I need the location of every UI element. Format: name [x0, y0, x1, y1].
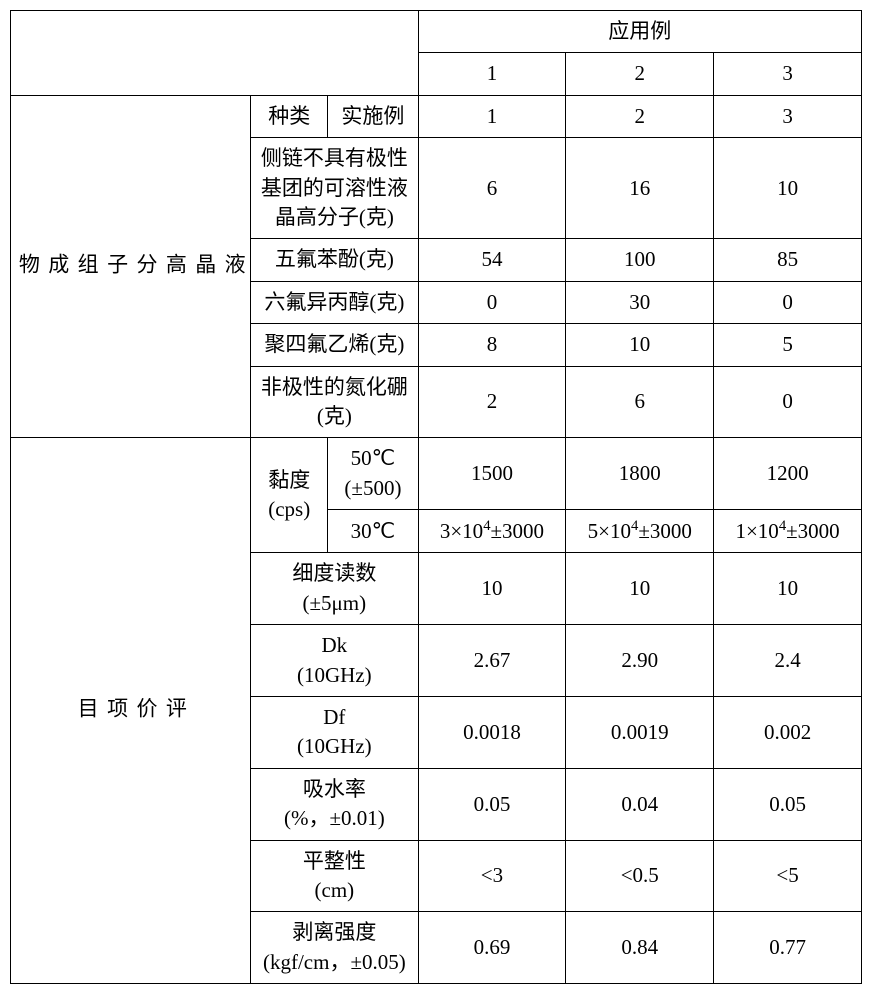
- s2-r4-v0: <3: [418, 840, 566, 912]
- s1-r2-v2: 85: [714, 239, 862, 281]
- s1-r0-v2: 3: [714, 95, 862, 137]
- col-header-1: 1: [418, 53, 566, 95]
- visc-label: 黏度(cps): [251, 438, 328, 553]
- s1-r3-v2: 0: [714, 281, 862, 323]
- visc-r1-v2: 1200: [714, 438, 862, 510]
- s2-r4-v1: <0.5: [566, 840, 714, 912]
- s1-r5-v1: 6: [566, 366, 714, 438]
- s1-r4-v1: 10: [566, 324, 714, 366]
- s2-r2-label: Df(10GHz): [251, 697, 418, 769]
- s1-r5-label: 非极性的氮化硼(克): [251, 366, 418, 438]
- s1-r2-v0: 54: [418, 239, 566, 281]
- s1-r4-label: 聚四氟乙烯(克): [251, 324, 418, 366]
- s2-r1-v0: 2.67: [418, 625, 566, 697]
- s2-r0-v0: 10: [418, 553, 566, 625]
- s1-r1-label: 侧链不具有极性基团的可溶性液晶高分子(克): [251, 138, 418, 239]
- s1-r3-v1: 30: [566, 281, 714, 323]
- section1-title: 液晶高分子组成物: [11, 95, 251, 438]
- s1-r4-v0: 8: [418, 324, 566, 366]
- header-row-1: 应用例: [11, 11, 862, 53]
- s2-r3-v0: 0.05: [418, 768, 566, 840]
- empty-header: [11, 11, 419, 96]
- header-main: 应用例: [418, 11, 861, 53]
- s2-r4-label: 平整性(cm): [251, 840, 418, 912]
- s2-r1-v2: 2.4: [714, 625, 862, 697]
- s1-r0-l1: 种类: [251, 95, 328, 137]
- s2-r0-label: 细度读数(±5μm): [251, 553, 418, 625]
- visc-r2-v2: 1×104±3000: [714, 510, 862, 553]
- s2-r5-v1: 0.84: [566, 912, 714, 984]
- visc-r1-cond: 50℃(±500): [328, 438, 418, 510]
- s2-r4-v2: <5: [714, 840, 862, 912]
- s1-r2-label: 五氟苯酚(克): [251, 239, 418, 281]
- s2-r0-v1: 10: [566, 553, 714, 625]
- s2-r1-label: Dk(10GHz): [251, 625, 418, 697]
- s2-r2-v0: 0.0018: [418, 697, 566, 769]
- s1-r2-v1: 100: [566, 239, 714, 281]
- col-header-2: 2: [566, 53, 714, 95]
- visc-r2-cond: 30℃: [328, 510, 418, 553]
- col-header-3: 3: [714, 53, 862, 95]
- s1-r0-l2: 实施例: [328, 95, 418, 137]
- visc-r1-v1: 1800: [566, 438, 714, 510]
- section2-title: 评价项目: [11, 438, 251, 984]
- data-table: 应用例 1 2 3 液晶高分子组成物 种类 实施例 1 2 3 侧链不具有极性基…: [10, 10, 862, 984]
- s1-r0-v1: 2: [566, 95, 714, 137]
- s1-r1-v1: 16: [566, 138, 714, 239]
- s2-r0-v2: 10: [714, 553, 862, 625]
- visc-r2-v1: 5×104±3000: [566, 510, 714, 553]
- s2-r5-v2: 0.77: [714, 912, 862, 984]
- s2-visc-r1: 评价项目 黏度(cps) 50℃(±500) 1500 1800 1200: [11, 438, 862, 510]
- s2-r3-label: 吸水率(%，±0.01): [251, 768, 418, 840]
- s2-r1-v1: 2.90: [566, 625, 714, 697]
- s2-r5-label: 剥离强度(kgf/cm，±0.05): [251, 912, 418, 984]
- s1-r4-v2: 5: [714, 324, 862, 366]
- s1-r3-label: 六氟异丙醇(克): [251, 281, 418, 323]
- visc-r2-v0: 3×104±3000: [418, 510, 566, 553]
- s1-r1-v2: 10: [714, 138, 862, 239]
- s2-r2-v2: 0.002: [714, 697, 862, 769]
- s1-r0-v0: 1: [418, 95, 566, 137]
- visc-r1-v0: 1500: [418, 438, 566, 510]
- s1-row-0: 液晶高分子组成物 种类 实施例 1 2 3: [11, 95, 862, 137]
- s1-r5-v0: 2: [418, 366, 566, 438]
- s2-r3-v2: 0.05: [714, 768, 862, 840]
- s2-r5-v0: 0.69: [418, 912, 566, 984]
- s1-r5-v2: 0: [714, 366, 862, 438]
- s1-r1-v0: 6: [418, 138, 566, 239]
- s2-r2-v1: 0.0019: [566, 697, 714, 769]
- s1-r3-v0: 0: [418, 281, 566, 323]
- s2-r3-v1: 0.04: [566, 768, 714, 840]
